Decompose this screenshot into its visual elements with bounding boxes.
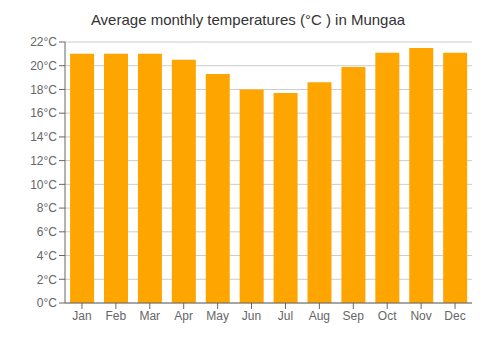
svg-text:May: May — [206, 309, 229, 323]
svg-text:2°C: 2°C — [37, 273, 57, 287]
svg-text:Nov: Nov — [410, 309, 431, 323]
svg-text:Jul: Jul — [278, 309, 293, 323]
svg-text:Mar: Mar — [139, 309, 160, 323]
svg-text:8°C: 8°C — [37, 201, 57, 215]
svg-text:4°C: 4°C — [37, 249, 57, 263]
svg-text:12°C: 12°C — [30, 154, 57, 168]
svg-text:Jan: Jan — [72, 309, 91, 323]
svg-text:0°C: 0°C — [37, 296, 57, 310]
svg-text:10°C: 10°C — [30, 178, 57, 192]
svg-text:Jun: Jun — [242, 309, 261, 323]
svg-text:Apr: Apr — [174, 309, 193, 323]
svg-text:20°C: 20°C — [30, 59, 57, 73]
svg-text:Feb: Feb — [106, 309, 127, 323]
svg-text:Sep: Sep — [343, 309, 365, 323]
svg-text:Aug: Aug — [309, 309, 330, 323]
html-text:Average monthly temperatures (: Average monthly temperatures (°C ) in Mu… — [90, 11, 406, 28]
svg-text:Oct: Oct — [378, 309, 397, 323]
svg-text:22°C: 22°C — [30, 35, 57, 49]
svg-text:16°C: 16°C — [30, 106, 57, 120]
svg-text:6°C: 6°C — [37, 225, 57, 239]
svg-text:Dec: Dec — [444, 309, 465, 323]
svg-text:18°C: 18°C — [30, 83, 57, 97]
svg-text:14°C: 14°C — [30, 130, 57, 144]
